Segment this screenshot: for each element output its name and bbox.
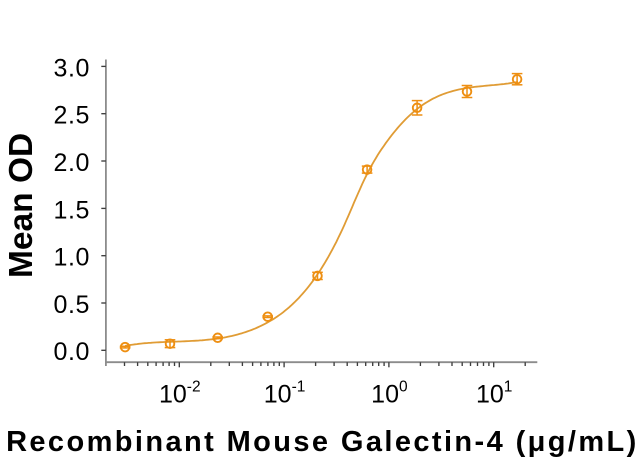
svg-text:101: 101 — [476, 379, 512, 409]
svg-text:1.0: 1.0 — [53, 244, 90, 272]
svg-text:Mean OD: Mean OD — [3, 133, 40, 278]
svg-text:10-1: 10-1 — [264, 379, 306, 409]
svg-text:3.0: 3.0 — [53, 54, 90, 82]
svg-text:1.5: 1.5 — [53, 196, 90, 224]
svg-text:2.5: 2.5 — [53, 102, 90, 130]
svg-text:0.0: 0.0 — [53, 338, 90, 366]
svg-text:2.0: 2.0 — [53, 149, 90, 177]
svg-text:Recombinant Mouse Galectin-4 (: Recombinant Mouse Galectin-4 (μg/mL) — [6, 426, 639, 458]
svg-text:10-2: 10-2 — [159, 379, 201, 409]
svg-text:100: 100 — [371, 379, 408, 409]
svg-text:0.5: 0.5 — [53, 291, 90, 319]
